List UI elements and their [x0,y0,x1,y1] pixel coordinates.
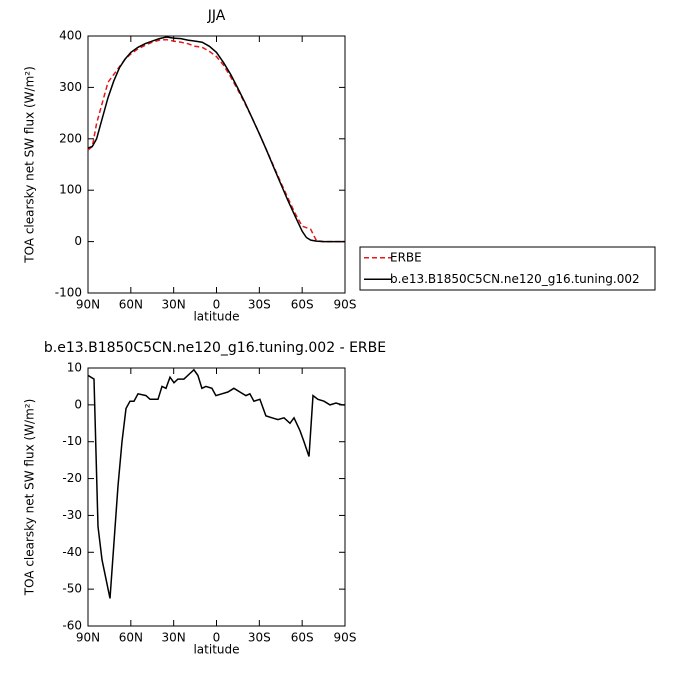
series-line [87,36,345,243]
y-tick-label: 400 [59,29,82,43]
x-tick-label: 0 [213,298,221,312]
legend-label: b.e13.B1850C5CN.ne120_g16.tuning.002 [390,272,640,286]
plot-frame [87,35,346,294]
y-axis-label: TOA clearsky net SW flux (W/m²) [23,66,37,264]
y-tick-label: -10 [62,434,82,448]
x-tick-label: 60S [291,298,314,312]
x-axis-label: latitude [193,643,239,657]
x-tick-label: 30S [248,631,271,645]
y-tick-label: 200 [59,131,82,145]
y-tick-label: 300 [59,80,82,94]
x-tick-label: 90S [334,631,357,645]
series-line [87,368,345,599]
x-tick-label: 0 [213,631,221,645]
y-tick-label: -20 [62,471,82,485]
x-tick-label: 60S [291,631,314,645]
y-tick-label: -30 [62,508,82,522]
x-tick-label: 90S [334,298,357,312]
chart-title: b.e13.B1850C5CN.ne120_g16.tuning.002 - E… [44,340,386,356]
x-tick-label: 30N [162,631,186,645]
x-tick-label: 60N [119,298,143,312]
x-tick-label: 60N [119,631,143,645]
y-tick-label: -60 [62,619,82,633]
legend-box [359,246,656,291]
x-tick-label: 30N [162,298,186,312]
y-axis-label: TOA clearsky net SW flux (W/m²) [23,399,37,597]
x-tick-label: 30S [248,298,271,312]
y-tick-label: -40 [62,545,82,559]
x-axis-label: latitude [193,310,239,324]
y-tick-label: 0 [74,397,82,411]
legend-label: ERBE [390,250,422,264]
series-line [87,38,345,243]
y-tick-label: 0 [74,234,82,248]
chart-title: JJA [207,8,226,24]
y-tick-label: 100 [59,183,82,197]
x-tick-label: 90N [76,298,100,312]
y-tick-label: 10 [67,361,82,375]
y-tick-label: -50 [62,582,82,596]
x-tick-label: 90N [76,631,100,645]
y-tick-label: -100 [55,286,82,300]
